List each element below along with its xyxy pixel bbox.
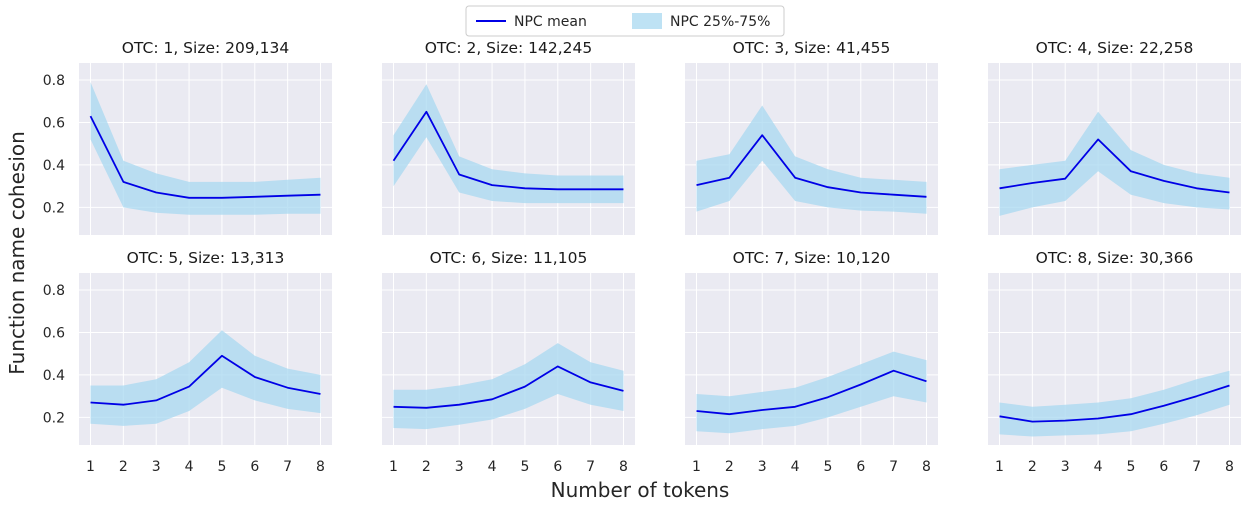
panel-1: OTC: 1, Size: 209,134 0.2 0.4 0.6 0.8	[43, 39, 332, 235]
x-tick-label: 7	[283, 459, 292, 475]
panel-5: OTC: 5, Size: 13,313 0.2 0.4 0.6 0.8 1 2 3 4 5 6 7 8	[43, 249, 332, 475]
panel-7: OTC: 7, Size: 10,120 1 2 3 4 5 6 7 8	[685, 249, 938, 475]
x-tick-label: 7	[586, 459, 595, 475]
x-tick-label: 7	[889, 459, 898, 475]
x-tick-label: 4	[488, 459, 497, 475]
x-tick-label: 4	[1094, 459, 1103, 475]
x-tick-label: 8	[1225, 459, 1234, 475]
y-tick-label: 0.8	[43, 283, 65, 299]
mean-line	[999, 138, 1230, 194]
x-tick-label: 3	[758, 459, 767, 475]
x-tick-label: 6	[553, 459, 562, 475]
panels-grid: OTC: 1, Size: 209,134 0.2 0.4 0.6 0.8 OTC: 2,…	[43, 39, 1241, 475]
legend: NPC mean NPC 25%-75%	[465, 5, 785, 37]
x-tick-label: 4	[185, 459, 194, 475]
y-tick-label: 0.8	[43, 73, 65, 89]
x-tick-label: 5	[217, 459, 226, 475]
mean-line	[999, 384, 1230, 423]
x-tick-label: 2	[1028, 459, 1037, 475]
x-tick-label: 1	[995, 459, 1004, 475]
x-tick-label: 5	[823, 459, 832, 475]
y-tick-label: 0.4	[43, 368, 65, 384]
x-tick-label: 2	[725, 459, 734, 475]
x-tick-label: 3	[455, 459, 464, 475]
x-tick-label: 1	[692, 459, 701, 475]
x-tick-label: 3	[152, 459, 161, 475]
legend-mean-label: NPC mean	[514, 14, 587, 30]
panel-4: OTC: 4, Size: 22,258	[988, 39, 1241, 235]
x-tick-label: 5	[1126, 459, 1135, 475]
y-tick-label: 0.4	[43, 158, 65, 174]
mean-line	[393, 365, 624, 409]
mean-line	[696, 134, 927, 198]
x-tick-label: 4	[791, 459, 800, 475]
legend-frame	[465, 5, 785, 37]
panel-3: OTC: 3, Size: 41,455	[685, 39, 938, 235]
x-tick-label: 1	[389, 459, 398, 475]
panel-title: OTC: 4, Size: 22,258	[1036, 39, 1194, 57]
y-axis-title: Function name cohesion	[5, 131, 29, 375]
mean-line	[90, 354, 321, 406]
y-tick-label: 0.2	[43, 410, 65, 426]
iqr-band	[696, 351, 927, 434]
x-tick-label: 7	[1192, 459, 1201, 475]
iqr-band	[393, 84, 624, 204]
x-tick-label: 8	[619, 459, 628, 475]
panel-title: OTC: 5, Size: 13,313	[127, 249, 285, 267]
x-tick-label: 5	[520, 459, 529, 475]
x-tick-label: 1	[86, 459, 95, 475]
panel-title: OTC: 6, Size: 11,105	[430, 249, 588, 267]
panel-6: OTC: 6, Size: 11,105 1 2 3 4 5 6 7 8	[382, 249, 635, 475]
y-tick-label: 0.2	[43, 200, 65, 216]
x-axis-title: Number of tokens	[551, 478, 730, 502]
iqr-band	[999, 111, 1230, 216]
mean-line	[89, 115, 321, 199]
x-tick-label: 2	[119, 459, 128, 475]
legend-band-label: NPC 25%-75%	[670, 14, 770, 30]
iqr-band	[90, 82, 321, 215]
mean-line	[392, 110, 624, 191]
x-tick-label: 2	[422, 459, 431, 475]
panel-title: OTC: 2, Size: 142,245	[425, 39, 593, 57]
legend-band-swatch	[632, 13, 662, 29]
x-tick-label: 8	[316, 459, 325, 475]
y-tick-label: 0.6	[43, 325, 65, 341]
panel-title: OTC: 7, Size: 10,120	[733, 249, 891, 267]
panel-title: OTC: 8, Size: 30,366	[1036, 249, 1194, 267]
panel-background	[382, 63, 635, 235]
x-tick-label: 8	[922, 459, 931, 475]
panel-8: OTC: 8, Size: 30,366 1 2 3 4 5 6 7 8	[988, 249, 1241, 475]
x-tick-label: 6	[1159, 459, 1168, 475]
panel-title: OTC: 1, Size: 209,134	[122, 39, 290, 57]
mean-line	[696, 369, 927, 416]
x-tick-label: 6	[250, 459, 259, 475]
x-tick-label: 3	[1061, 459, 1070, 475]
y-tick-label: 0.6	[43, 115, 65, 131]
iqr-band	[696, 105, 927, 214]
panel-title: OTC: 3, Size: 41,455	[733, 39, 891, 57]
x-tick-label: 6	[856, 459, 865, 475]
panel-2: OTC: 2, Size: 142,245	[382, 39, 635, 235]
iqr-band	[393, 343, 624, 430]
